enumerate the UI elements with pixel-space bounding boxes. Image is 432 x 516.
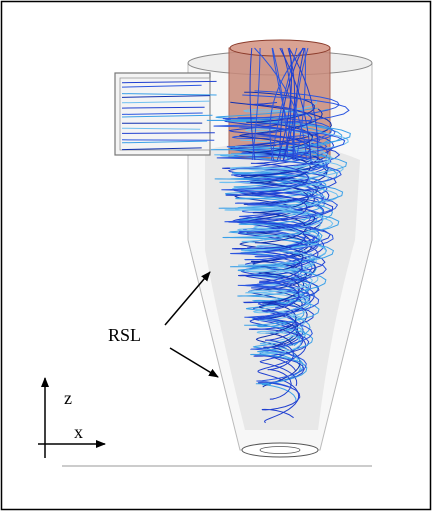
rsl-label: RSL <box>108 325 141 345</box>
dust-outlet <box>242 443 318 457</box>
z-label: z <box>64 388 72 408</box>
inlet-streamline <box>122 140 214 141</box>
inlet-streamline <box>122 133 215 134</box>
x-label: x <box>74 422 83 442</box>
figure: RSL z x <box>0 0 432 511</box>
